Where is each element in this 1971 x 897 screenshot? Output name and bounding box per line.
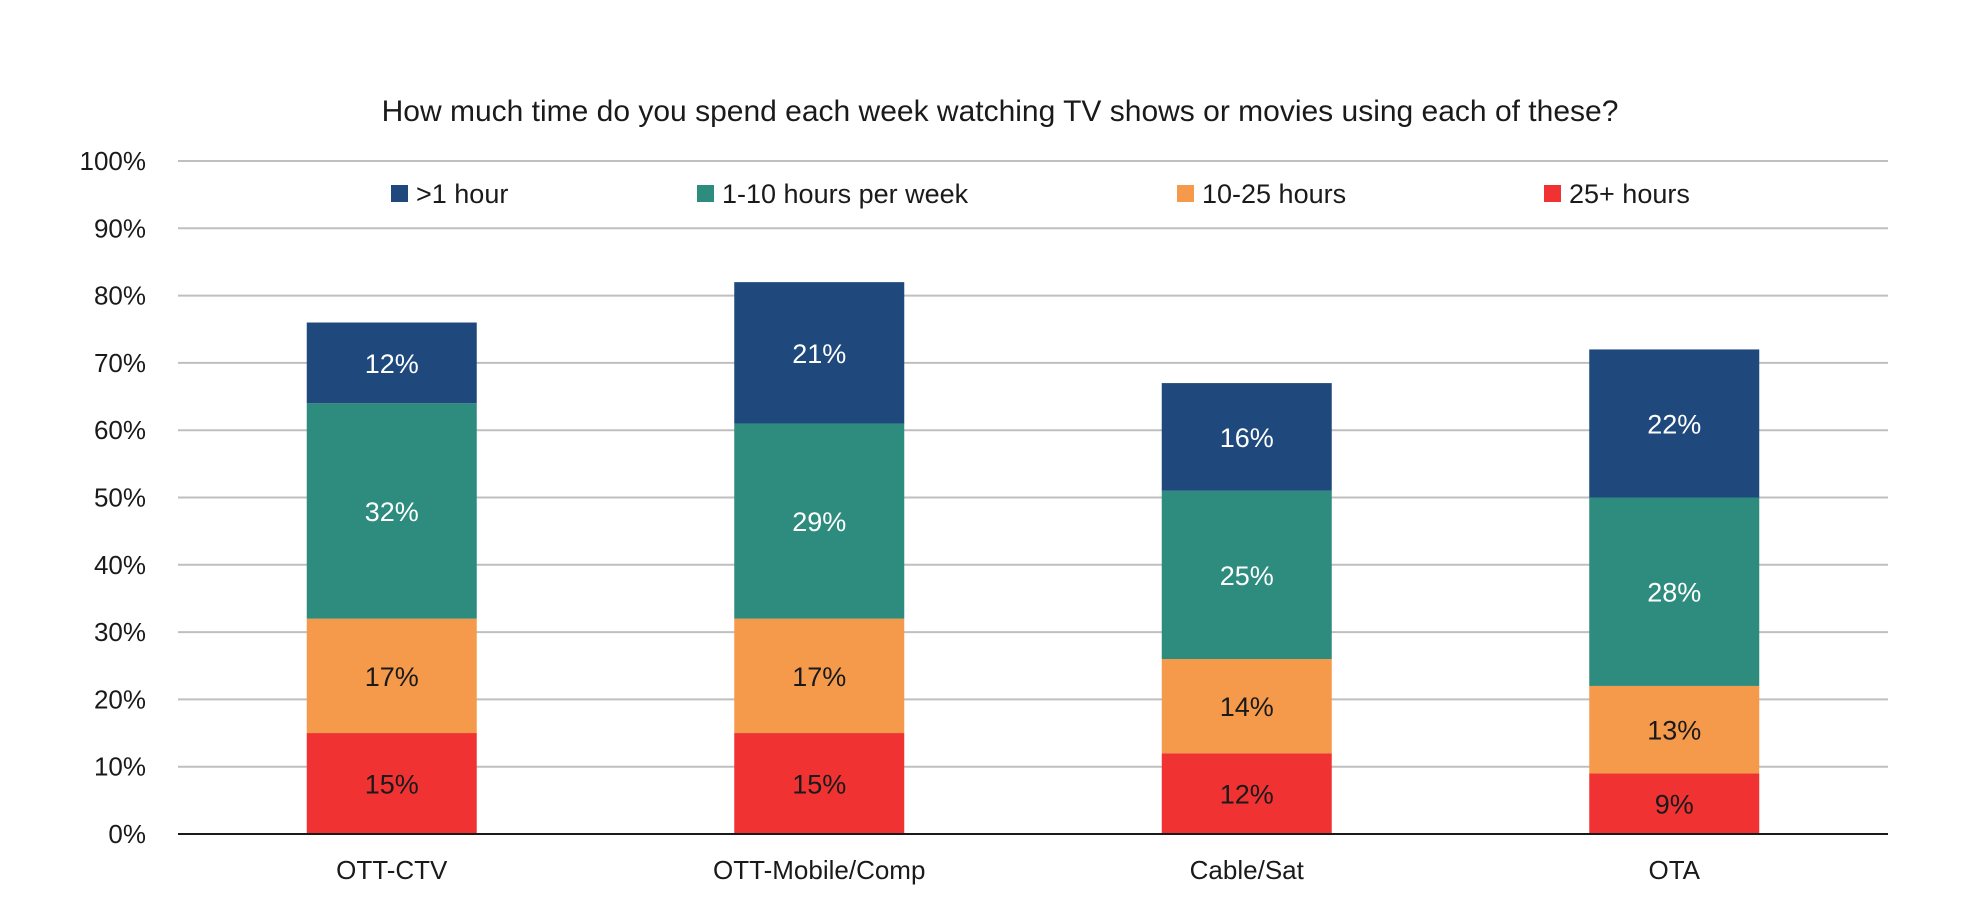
data-labels: 15% 17% 32% 12% 15% 17% 29% 21% 12% 14% 25% 16% 9% 13…: [365, 339, 1702, 820]
bar-segment: [1589, 685, 1760, 774]
data-label: 15%: [365, 770, 419, 800]
bar-segment: [734, 282, 905, 424]
legend-label: 10-25 hours: [1202, 179, 1346, 209]
data-label: 28%: [1647, 578, 1701, 608]
bar-segment: [1589, 773, 1760, 834]
bar-segment: [306, 733, 477, 834]
y-tick-label: 10%: [94, 752, 146, 782]
data-label: 12%: [365, 349, 419, 379]
y-tick-label: 0%: [108, 819, 146, 849]
bar-segment: [306, 403, 477, 619]
data-label: 29%: [792, 507, 846, 537]
data-label: 25%: [1220, 561, 1274, 591]
data-label: 14%: [1220, 692, 1274, 722]
data-label: 32%: [365, 497, 419, 527]
bar-segment: [1161, 753, 1332, 834]
bar-segment: [734, 618, 905, 734]
legend-swatch: [1177, 185, 1194, 202]
legend-label: 1-10 hours per week: [722, 179, 969, 209]
data-label: 15%: [792, 770, 846, 800]
category-label: OTT-Mobile/Comp: [713, 855, 925, 885]
data-label: 22%: [1647, 409, 1701, 439]
bar-segment: [306, 618, 477, 734]
data-label: 17%: [792, 662, 846, 692]
y-axis-ticks: 0% 10% 20% 30% 40% 50% 60% 70% 80% 90% 100%: [80, 146, 147, 849]
bar-segment: [734, 423, 905, 619]
category-label: Cable/Sat: [1190, 855, 1305, 885]
y-tick-label: 50%: [94, 483, 146, 513]
y-tick-label: 100%: [80, 146, 147, 176]
chart-title: How much time do you spend each week wat…: [382, 95, 1619, 128]
data-label: 13%: [1647, 716, 1701, 746]
data-label: 9%: [1655, 790, 1694, 820]
data-label: 17%: [365, 662, 419, 692]
data-label: 16%: [1220, 423, 1274, 453]
y-tick-label: 70%: [94, 348, 146, 378]
category-labels: OTT-CTV OTT-Mobile/Comp Cable/Sat OTA: [336, 855, 1701, 885]
y-tick-label: 60%: [94, 415, 146, 445]
data-label: 12%: [1220, 780, 1274, 810]
bars: [306, 282, 1760, 834]
legend: >1 hour 1-10 hours per week 10-25 hours 25+…: [391, 179, 1690, 209]
legend-item: 25+ hours: [1544, 179, 1690, 209]
y-tick-label: 90%: [94, 213, 146, 243]
legend-item: >1 hour: [391, 179, 508, 209]
bar-segment: [734, 733, 905, 834]
legend-swatch: [697, 185, 714, 202]
y-tick-label: 80%: [94, 281, 146, 311]
legend-item: 1-10 hours per week: [697, 179, 969, 209]
legend-swatch: [1544, 185, 1561, 202]
bar-segment: [306, 322, 477, 404]
legend-label: >1 hour: [416, 179, 508, 209]
bar-segment: [1589, 497, 1760, 686]
y-tick-label: 20%: [94, 684, 146, 714]
data-label: 21%: [792, 339, 846, 369]
category-label: OTT-CTV: [336, 855, 448, 885]
bar-segment: [1161, 383, 1332, 491]
y-tick-label: 30%: [94, 617, 146, 647]
y-tick-label: 40%: [94, 550, 146, 580]
bar-segment: [1161, 490, 1332, 660]
bar-segment: [1589, 349, 1760, 498]
legend-swatch: [391, 185, 408, 202]
category-label: OTA: [1648, 855, 1700, 885]
legend-label: 25+ hours: [1569, 179, 1690, 209]
bar-segment: [1161, 659, 1332, 754]
legend-item: 10-25 hours: [1177, 179, 1346, 209]
